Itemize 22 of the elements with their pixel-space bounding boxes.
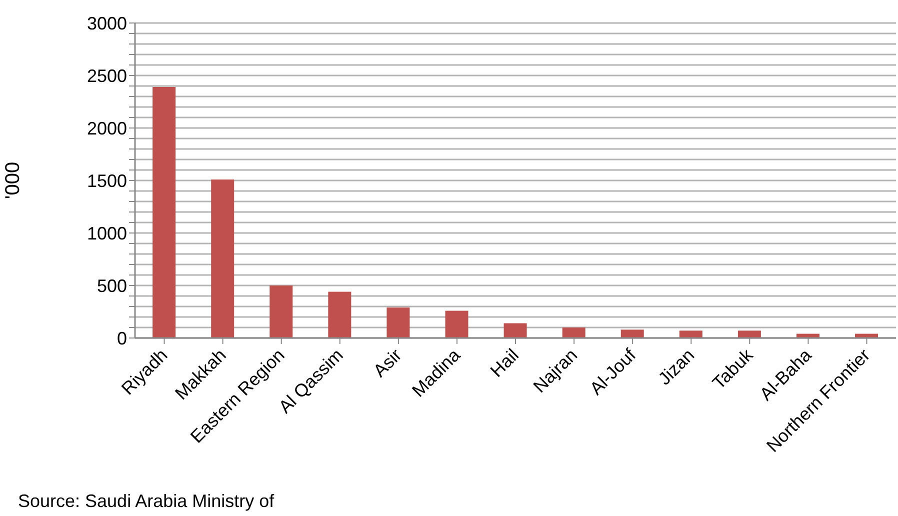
y-tick-label: 1000 — [86, 223, 127, 244]
bar — [445, 310, 468, 338]
bar — [562, 328, 586, 338]
y-axis-title: '000 — [2, 162, 24, 200]
x-tick-label: Asir — [369, 344, 406, 381]
y-tick-label: 1500 — [86, 170, 127, 191]
bar — [679, 330, 702, 338]
bar — [270, 286, 293, 338]
bar — [152, 87, 176, 338]
bar — [386, 308, 410, 338]
bar — [504, 323, 527, 338]
bar — [738, 330, 761, 338]
y-tick-label: 0 — [116, 328, 127, 348]
source-note: Source: Saudi Arabia Ministry of — [18, 490, 274, 512]
bar — [620, 330, 644, 338]
bar — [211, 179, 234, 338]
bar — [328, 292, 352, 338]
y-tick-label: 2000 — [86, 118, 127, 138]
x-tick-label: Hail — [486, 344, 523, 381]
y-tick-label: 2500 — [86, 66, 127, 86]
y-tick-label: 500 — [96, 276, 127, 296]
y-tick-label: 3000 — [86, 13, 127, 34]
